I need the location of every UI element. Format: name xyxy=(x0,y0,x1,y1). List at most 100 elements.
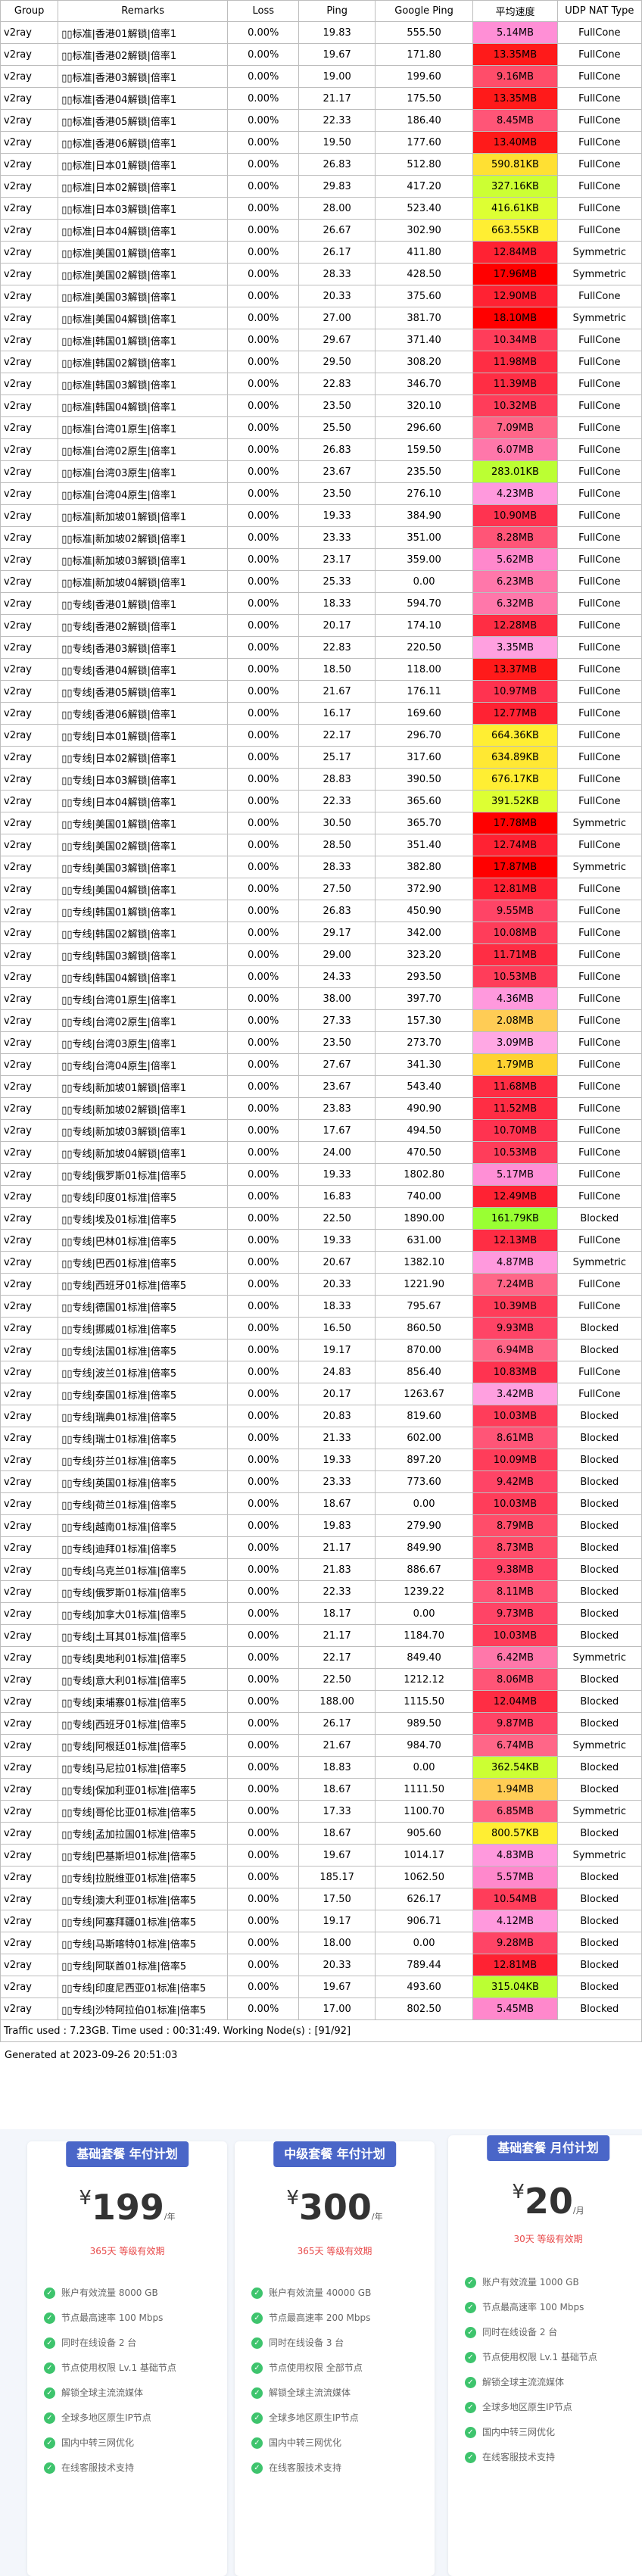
cell-google-ping: 296.70 xyxy=(374,724,474,747)
cell-google-ping: 342.00 xyxy=(374,922,474,944)
cell-avg-speed: 6.07MB xyxy=(472,438,558,461)
cell-google-ping: 494.50 xyxy=(374,1119,474,1142)
cell-remarks: ▯▯专线|澳大利亚01标准|倍率5 xyxy=(58,1888,229,1910)
cell-ping: 28.50 xyxy=(298,834,376,856)
cell-avg-speed: 8.11MB xyxy=(472,1580,558,1603)
plan-card[interactable]: 基础套餐 年付计划 ¥199/年 365天 等级有效期 ✓ 账户有效流量 8000 GB… xyxy=(27,2141,227,2576)
cell-remarks: ▯▯专线|韩国01解锁|倍率1 xyxy=(58,900,229,922)
cell-udp-nat-type: FullCone xyxy=(556,482,642,505)
cell-udp-nat-type: FullCone xyxy=(556,1009,642,1032)
cell-ping: 18.83 xyxy=(298,1756,376,1779)
plan-feature-list: ✓ 账户有效流量 1000 GB ✓ 节点最高速率 100 Mbps ✓ 同时在线设备 2… xyxy=(465,2276,640,2476)
plan-feature-label: 账户有效流量 1000 GB xyxy=(482,2277,579,2288)
cell-ping: 19.33 xyxy=(298,1163,376,1186)
cell-ping: 27.67 xyxy=(298,1053,376,1076)
cell-group: v2ray xyxy=(0,987,59,1010)
cell-udp-nat-type: FullCone xyxy=(556,1075,642,1098)
plan-card[interactable]: 中级套餐 年付计划 ¥300/年 365天 等级有效期 ✓ 账户有效流量 40000 G… xyxy=(235,2141,435,2576)
plan-feature-label: 账户有效流量 40000 GB xyxy=(269,2288,372,2298)
cell-ping: 22.50 xyxy=(298,1668,376,1691)
cell-group: v2ray xyxy=(0,1405,59,1427)
table-row: v2ray ▯▯专线|台湾02原生|倍率1 0.00% 27.33 157.30 2.08… xyxy=(0,1009,642,1032)
cell-udp-nat-type: FullCone xyxy=(556,153,642,176)
cell-google-ping: 382.80 xyxy=(374,856,474,878)
table-row: v2ray ▯▯专线|阿根廷01标准|倍率5 0.00% 21.67 984.70 6.7… xyxy=(0,1734,642,1757)
cell-udp-nat-type: Blocked xyxy=(556,1888,642,1910)
cell-avg-speed: 5.17MB xyxy=(472,1163,558,1186)
cell-remarks: ▯▯标准|香港02解锁|倍率1 xyxy=(58,43,229,66)
cell-udp-nat-type: FullCone xyxy=(556,658,642,681)
cell-group: v2ray xyxy=(0,812,59,834)
table-row: v2ray ▯▯标准|台湾02原生|倍率1 0.00% 26.83 159.50 6.07… xyxy=(0,438,642,461)
cell-remarks: ▯▯专线|哥伦比亚01标准|倍率5 xyxy=(58,1800,229,1823)
cell-loss: 0.00% xyxy=(227,1712,300,1735)
cell-ping: 16.83 xyxy=(298,1185,376,1208)
cell-udp-nat-type: FullCone xyxy=(556,395,642,417)
cell-group: v2ray xyxy=(0,438,59,461)
cell-udp-nat-type: Blocked xyxy=(556,1405,642,1427)
cell-group: v2ray xyxy=(0,1163,59,1186)
plan-feature-label: 节点最高速率 200 Mbps xyxy=(269,2312,371,2323)
cell-ping: 19.67 xyxy=(298,1844,376,1867)
cell-remarks: ▯▯专线|香港03解锁|倍率1 xyxy=(58,636,229,659)
cell-remarks: ▯▯专线|香港05解锁|倍率1 xyxy=(58,680,229,703)
cell-ping: 23.67 xyxy=(298,460,376,483)
cell-loss: 0.00% xyxy=(227,1690,300,1713)
cell-loss: 0.00% xyxy=(227,900,300,922)
cell-remarks: ▯▯标准|新加坡04解锁|倍率1 xyxy=(58,570,229,593)
cell-group: v2ray xyxy=(0,1624,59,1647)
cell-remarks: ▯▯专线|意大利01标准|倍率5 xyxy=(58,1668,229,1691)
cell-ping: 30.50 xyxy=(298,812,376,834)
cell-avg-speed: 1.94MB xyxy=(472,1778,558,1801)
cell-loss: 0.00% xyxy=(227,1910,300,1932)
cell-avg-speed: 9.93MB xyxy=(472,1317,558,1339)
cell-remarks: ▯▯专线|西班牙01标准|倍率5 xyxy=(58,1273,229,1296)
cell-avg-speed: 12.81MB xyxy=(472,1954,558,1976)
cell-group: v2ray xyxy=(0,307,59,329)
header-remarks: Remarks xyxy=(58,0,229,22)
cell-google-ping: 171.80 xyxy=(374,43,474,66)
cell-avg-speed: 5.14MB xyxy=(472,21,558,44)
cell-remarks: ▯▯专线|美国02解锁|倍率1 xyxy=(58,834,229,856)
cell-google-ping: 860.50 xyxy=(374,1317,474,1339)
plan-feature-item: ✓ 解锁全球主流流媒体 xyxy=(251,2387,427,2412)
cell-avg-speed: 13.37MB xyxy=(472,658,558,681)
cell-loss: 0.00% xyxy=(227,856,300,878)
cell-loss: 0.00% xyxy=(227,1646,300,1669)
cell-udp-nat-type: Symmetric xyxy=(556,856,642,878)
cell-loss: 0.00% xyxy=(227,438,300,461)
plan-feature-label: 在线客服技术支持 xyxy=(61,2462,135,2473)
cell-loss: 0.00% xyxy=(227,1317,300,1339)
cell-udp-nat-type: FullCone xyxy=(556,526,642,549)
cell-remarks: ▯▯专线|巴基斯坦01标准|倍率5 xyxy=(58,1844,229,1867)
table-row: v2ray ▯▯专线|新加坡01解锁|倍率1 0.00% 23.67 543.40 11.… xyxy=(0,1075,642,1098)
cell-group: v2ray xyxy=(0,592,59,615)
plan-feature-label: 节点使用权限 Lv.1 基础节点 xyxy=(482,2352,597,2362)
cell-ping: 18.67 xyxy=(298,1822,376,1845)
cell-avg-speed: 10.83MB xyxy=(472,1361,558,1383)
cell-avg-speed: 676.17KB xyxy=(472,768,558,791)
cell-google-ping: 273.70 xyxy=(374,1031,474,1054)
table-row: v2ray ▯▯标准|美国02解锁|倍率1 0.00% 28.33 428.50 17.9… xyxy=(0,263,642,285)
cell-avg-speed: 17.96MB xyxy=(472,263,558,285)
cell-avg-speed: 10.70MB xyxy=(472,1119,558,1142)
cell-avg-speed: 17.78MB xyxy=(472,812,558,834)
cell-remarks: ▯▯专线|瑞士01标准|倍率5 xyxy=(58,1427,229,1449)
cell-google-ping: 308.20 xyxy=(374,351,474,373)
cell-udp-nat-type: Symmetric xyxy=(556,1800,642,1823)
cell-avg-speed: 17.87MB xyxy=(472,856,558,878)
cell-loss: 0.00% xyxy=(227,1449,300,1471)
plan-card[interactable]: 基础套餐 月付计划 ¥20/月 30天 等级有效期 ✓ 账户有效流量 1000 GB ✓ 节… xyxy=(448,2135,642,2576)
cell-google-ping: 1382.10 xyxy=(374,1251,474,1274)
cell-udp-nat-type: Blocked xyxy=(556,1910,642,1932)
plan-feature-item: ✓ 节点使用权限 Lv.1 基础节点 xyxy=(44,2362,220,2387)
check-circle-icon: ✓ xyxy=(44,2288,55,2299)
cell-ping: 20.67 xyxy=(298,1251,376,1274)
cell-udp-nat-type: FullCone xyxy=(556,900,642,922)
plan-feature-item: ✓ 国内中转三网优化 xyxy=(44,2437,220,2462)
cell-avg-speed: 11.52MB xyxy=(472,1097,558,1120)
cell-google-ping: 317.60 xyxy=(374,746,474,769)
cell-remarks: ▯▯标准|美国03解锁|倍率1 xyxy=(58,285,229,307)
cell-remarks: ▯▯专线|俄罗斯01标准|倍率5 xyxy=(58,1163,229,1186)
cell-loss: 0.00% xyxy=(227,87,300,110)
